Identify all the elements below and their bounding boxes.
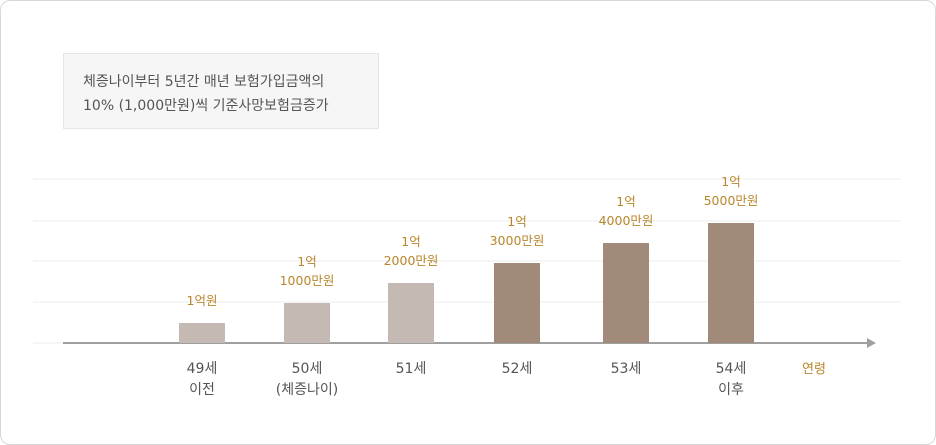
bar-data-label: 3000만원 <box>490 233 545 248</box>
x-tick-label: 53세 <box>611 361 642 377</box>
description-box: 체증나이부터 5년간 매년 보험가입금액의 10% (1,000만원)씩 기준사… <box>63 53 379 129</box>
x-tick-label: 54세 <box>716 361 747 377</box>
x-tick-label: (체증나이) <box>276 382 338 398</box>
bar <box>179 323 225 343</box>
description-line-2: 10% (1,000만원)씩 기준사망보험금증가 <box>83 98 329 114</box>
x-tick-label: 49세 <box>187 361 218 377</box>
x-tick-label: 52세 <box>502 361 533 377</box>
bar-data-label: 1억 <box>507 214 526 229</box>
bar-data-label: 1억 <box>401 234 420 249</box>
bar <box>603 243 649 343</box>
x-tick-label: 51세 <box>396 361 427 377</box>
x-tick-label: 이후 <box>718 382 744 398</box>
bar-data-label: 1억 <box>297 254 316 269</box>
bar <box>284 303 330 343</box>
bar <box>494 263 540 343</box>
bar <box>388 283 434 343</box>
bar-data-label: 5000만원 <box>704 193 759 208</box>
bar <box>708 223 754 343</box>
bar-data-label: 2000만원 <box>384 253 439 268</box>
bar-data-label: 1억 <box>616 194 635 209</box>
bar-data-label: 4000만원 <box>599 213 654 228</box>
x-axis-arrow <box>867 338 876 348</box>
x-axis-title: 연령 <box>802 362 826 377</box>
x-tick-label: 50세 <box>292 361 323 377</box>
description-line-1: 체증나이부터 5년간 매년 보험가입금액의 <box>83 74 325 90</box>
x-tick-label: 이전 <box>189 382 215 398</box>
bar-data-label: 1억원 <box>187 293 218 308</box>
bar-data-label: 1000만원 <box>280 273 335 288</box>
bar-data-label: 1억 <box>721 174 740 189</box>
